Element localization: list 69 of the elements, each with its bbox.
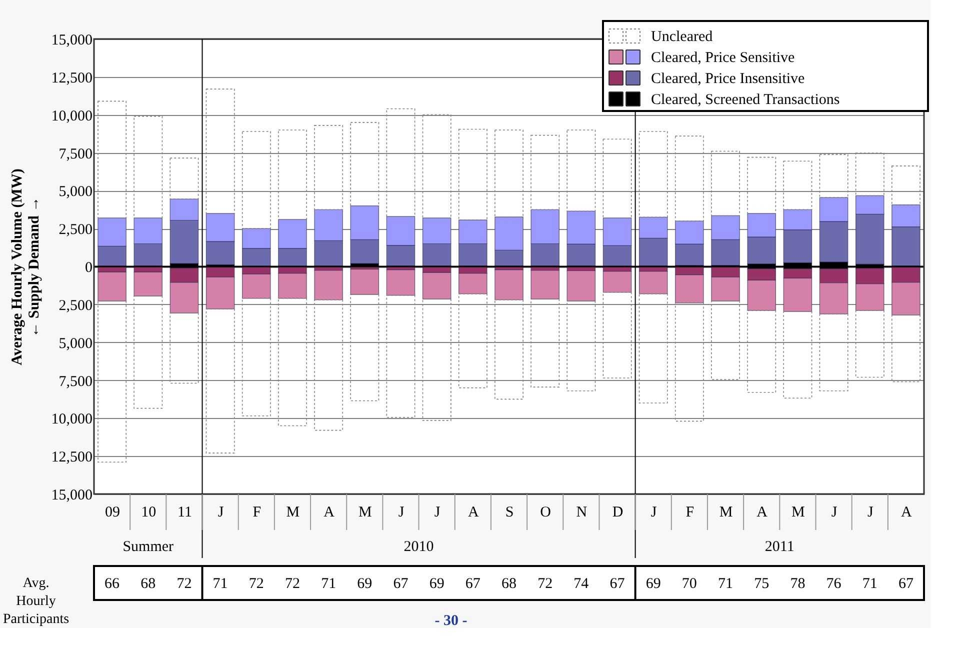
x-tick-label: J [218,504,224,520]
legend-label: Cleared, Price Insensitive [651,71,806,87]
data-label: 68 [502,576,516,592]
x-tick-label: S [505,504,514,520]
y-axis-title: Average Hourly Volume (MW) ← Supply Demand → [9,168,42,366]
x-tick-label: N [576,504,588,520]
data-label: 72 [176,576,192,592]
x-tick-label: A [324,504,335,520]
y-tick-label: 12,500 [51,450,92,466]
data-label: 69 [429,576,444,592]
x-tick-label: M [719,504,733,520]
text: 2010 [404,539,434,555]
x-tick-label: M [358,504,372,520]
data-label: 67 [465,576,481,592]
x-tick-label: M [286,504,300,520]
y-tick-label: 2,500 [58,298,92,314]
data-label: 71 [212,576,228,592]
y-tick-label: 7,500 [58,374,92,390]
x-tick-label: F [686,504,694,520]
data-label: 72 [538,576,553,592]
data-label: 69 [646,576,661,592]
x-tick-label: M [792,504,805,520]
y-tick-label: 10,000 [51,108,92,124]
data-label: 76 [826,576,842,592]
text: Avg. Hourly Participants [2,576,70,627]
data-label: 66 [104,576,120,592]
data-label: 71 [321,576,336,592]
data-label: 67 [393,576,409,592]
y-tick-label: 0 [85,260,92,276]
legend-label: Uncleared [651,29,714,45]
x-tick-label: J [650,504,657,520]
data-label: 75 [754,576,770,592]
x-tick-label: D [612,504,624,520]
legend-label: Cleared, Price Sensitive [651,50,796,66]
x-tick-label: A [756,504,768,520]
x-tick-label: 11 [177,504,192,520]
x-tick-label: A [901,504,912,520]
y-tick-label: 12,500 [51,70,92,86]
data-label: 72 [284,576,300,592]
x-tick-label: J [398,504,404,520]
y-tick-label: 5,000 [58,336,92,352]
data-label: 70 [682,576,697,592]
x-tick-label: 10 [141,504,156,520]
y-tick-label: 15,000 [51,32,92,48]
legend-label: Cleared, Screened Transactions [651,92,840,108]
x-tick-label: F [252,504,262,520]
x-tick-label: O [540,504,552,520]
x-tick-label: 09 [105,504,120,520]
y-tick-label: 10,000 [51,412,92,428]
x-tick-label: J [831,504,838,520]
data-label: 68 [140,576,156,592]
x-tick-label: A [468,504,479,520]
data-label: 71 [862,576,878,592]
text: - 30 - [434,613,468,629]
data-label: 72 [248,576,264,592]
text: Summer [122,539,174,555]
x-tick-label: J [867,504,874,520]
data-label: 67 [898,576,914,592]
y-tick-label: 7,500 [58,146,92,162]
data-label: 67 [610,576,626,592]
y-tick-label: 5,000 [58,184,92,200]
data-label: 71 [718,576,734,592]
x-tick-label: J [434,504,440,520]
data-label: 69 [357,576,372,592]
text: 2011 [764,539,794,555]
data-label: 74 [574,576,590,592]
y-tick-label: 15,000 [51,488,92,504]
y-tick-label: 2,500 [58,222,92,238]
data-label: 78 [790,576,806,592]
